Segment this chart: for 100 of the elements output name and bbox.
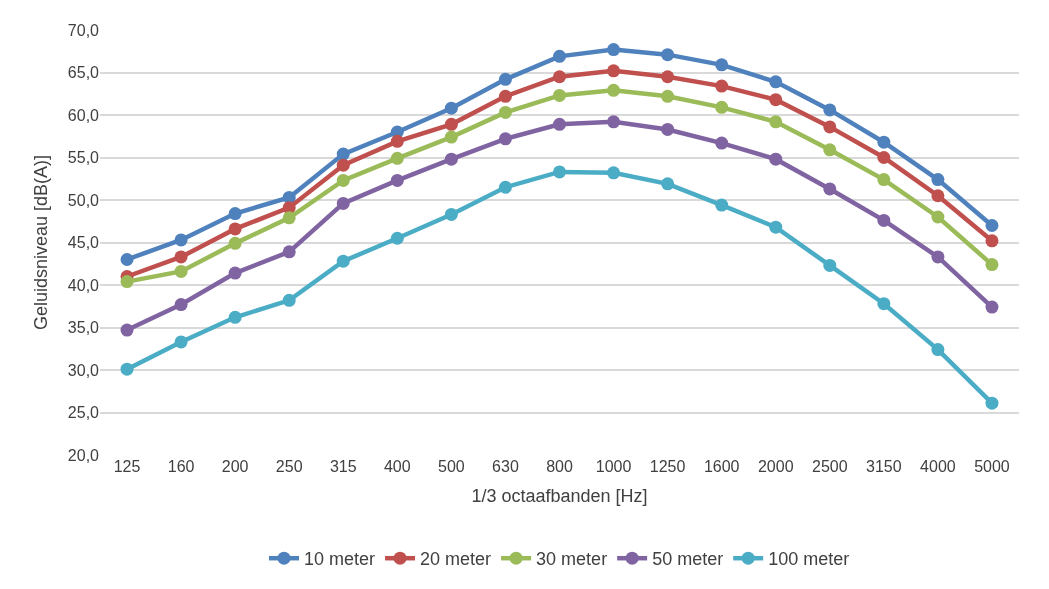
x-tick-label: 1000 — [595, 458, 632, 475]
point — [336, 173, 350, 187]
point — [769, 220, 783, 234]
y-tick-label: 60,0 — [67, 106, 100, 124]
point — [282, 211, 296, 225]
point — [769, 75, 783, 89]
point — [877, 213, 891, 227]
point — [120, 323, 134, 337]
y-tick-label: 25,0 — [67, 404, 100, 422]
legend-label: 10 meter — [304, 549, 376, 570]
point — [444, 207, 458, 221]
point — [174, 233, 188, 247]
x-tick-label: 200 — [221, 458, 249, 475]
point — [228, 222, 242, 236]
y-tick-label: 65,0 — [67, 64, 100, 82]
point — [228, 236, 242, 250]
point — [498, 105, 512, 119]
point — [553, 165, 566, 179]
point — [553, 88, 566, 102]
point — [823, 120, 837, 134]
point — [877, 151, 891, 164]
point — [823, 182, 837, 196]
point — [769, 93, 783, 107]
x-tick-label: 125 — [113, 458, 141, 475]
point — [498, 72, 512, 86]
y-tick-label: 20,0 — [67, 446, 100, 464]
point — [661, 70, 675, 84]
point — [120, 362, 134, 376]
point — [336, 196, 350, 210]
y-tick-label: 30,0 — [67, 361, 100, 379]
x-tick-label: 2500 — [811, 458, 848, 475]
point — [607, 115, 621, 129]
x-tick-label: 1250 — [649, 458, 686, 475]
x-tick-label: 400 — [383, 458, 411, 475]
point — [877, 173, 891, 187]
point — [715, 100, 729, 114]
point — [174, 298, 188, 312]
point — [823, 103, 837, 117]
point — [931, 210, 945, 224]
point — [498, 89, 512, 103]
point — [985, 258, 999, 272]
x-tick-label: 2000 — [757, 458, 794, 475]
point — [715, 58, 729, 72]
x-axis-title: 1/3 octaafbanden [Hz] — [471, 486, 648, 507]
point — [931, 250, 945, 264]
point — [120, 253, 134, 266]
legend-label: 30 meter — [536, 549, 608, 570]
x-tick-label: 4000 — [920, 458, 956, 475]
x-tick-label: 500 — [438, 458, 465, 475]
point — [444, 130, 458, 144]
point — [390, 151, 404, 165]
point — [553, 70, 566, 84]
point — [553, 49, 566, 63]
x-tick-label: 250 — [275, 458, 303, 475]
point — [498, 180, 512, 194]
point — [444, 152, 458, 166]
point — [390, 173, 404, 187]
point — [607, 166, 621, 180]
point — [282, 245, 296, 259]
point — [120, 275, 134, 289]
point — [931, 173, 945, 187]
point — [769, 115, 783, 129]
point — [661, 89, 675, 103]
y-tick-label: 70,0 — [67, 21, 100, 39]
x-tick-label: 5000 — [974, 458, 1010, 475]
point — [931, 343, 945, 357]
point — [498, 132, 512, 146]
point — [336, 254, 350, 268]
point — [931, 189, 945, 203]
point — [444, 101, 458, 115]
y-tick-label: 40,0 — [67, 276, 100, 294]
point — [715, 198, 729, 212]
point — [985, 219, 999, 232]
point — [390, 134, 404, 148]
point — [228, 207, 242, 221]
point — [174, 264, 188, 278]
y-tick-label: 45,0 — [67, 234, 100, 252]
point — [607, 83, 621, 97]
y-tick-label: 35,0 — [67, 319, 100, 337]
point — [661, 177, 675, 191]
x-tick-label: 3150 — [866, 458, 902, 475]
x-tick-label: 160 — [167, 458, 195, 475]
x-tick-label: 800 — [546, 458, 573, 475]
point — [985, 234, 999, 248]
legend-label: 20 meter — [420, 549, 492, 570]
point — [985, 396, 999, 410]
point — [553, 117, 566, 131]
point — [390, 231, 404, 245]
point — [823, 143, 837, 157]
y-axis-title: Geluidsniveau [dB(A)] — [31, 154, 52, 331]
point — [444, 117, 458, 131]
point — [985, 300, 999, 314]
point — [336, 158, 350, 172]
x-tick-label: 630 — [492, 458, 519, 475]
x-tick-label: 315 — [329, 458, 357, 475]
y-tick-label: 55,0 — [67, 149, 100, 167]
point — [228, 266, 242, 280]
point — [607, 64, 621, 78]
legend-label: 100 meter — [768, 549, 850, 570]
point — [877, 297, 891, 311]
